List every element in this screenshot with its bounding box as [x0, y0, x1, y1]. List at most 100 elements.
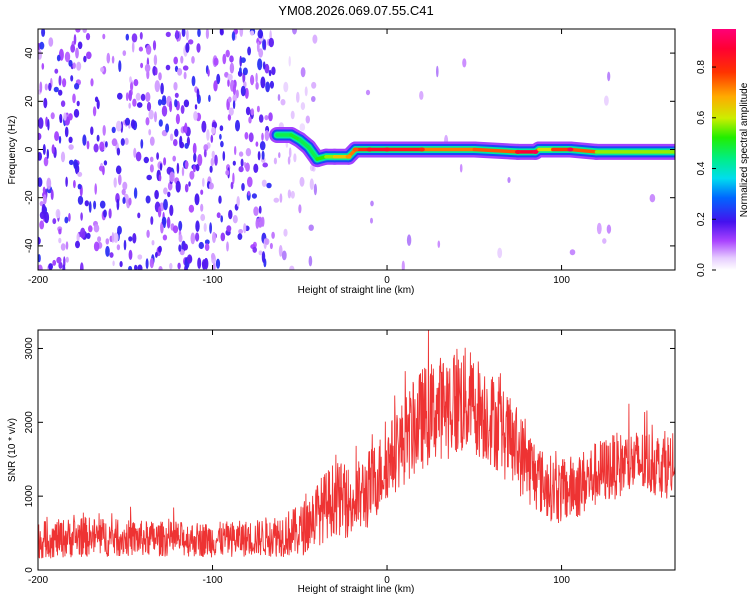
- spectrogram-noise-cell-217: [145, 44, 152, 55]
- spectrogram-noise-cell-334: [137, 212, 141, 219]
- spectrogram-noise-cell-93: [111, 138, 118, 147]
- spectrogram-noise-cell-176: [165, 64, 171, 71]
- spectrogram-noise-cell-182: [58, 75, 62, 86]
- spectrogram-noise-cell-532: [109, 252, 114, 258]
- spectrogram-noise-cell-122: [226, 241, 229, 252]
- spectrogram-noise-cell-86: [158, 119, 163, 127]
- spectrogram-noise-cell-351: [125, 33, 129, 41]
- spectrogram-noise-cell-209: [64, 126, 69, 138]
- spectrogram-noise-cell-43: [264, 115, 269, 121]
- snr-y-tick-label-1: 1000: [24, 485, 35, 508]
- spectrogram-noise-cell-329: [228, 209, 233, 220]
- spectrogram-noise-cell-394: [38, 236, 41, 245]
- spectrogram-noise-cell-355: [52, 259, 57, 266]
- spectrogram-noise-cell-185: [300, 67, 306, 78]
- spectrogram-noise-cell-515: [169, 204, 174, 217]
- snr-x-axis-label: Height of straight line (km): [298, 584, 415, 595]
- spectrogram-noise-cell-273: [105, 245, 110, 257]
- spectrogram-noise-cell-420: [60, 243, 66, 251]
- spectrogram-noise-cell-163: [154, 80, 160, 93]
- spectrogram-noise-cell-295: [261, 179, 267, 187]
- spectrogram-noise-cell-325: [68, 144, 74, 150]
- spectrogram-noise-cell-548: [38, 152, 42, 161]
- spectrogram-noise-cell-231: [309, 178, 314, 190]
- spectrogram-noise-cell-616: [290, 110, 295, 120]
- spectrogram-noise-cell-469: [44, 83, 48, 91]
- spectrogram-noise-cell-393: [287, 189, 292, 199]
- spectrogram-noise-cell-172: [231, 31, 236, 41]
- spectrogram-noise-cell-118: [58, 261, 63, 269]
- spectrogram-noise-cell-31: [122, 181, 128, 191]
- colorbar-tick-label-4: 0.8: [696, 60, 707, 74]
- spectrogram-noise-cell-282: [94, 183, 97, 195]
- spectrogram-noise-cell-445: [51, 144, 55, 155]
- spectrogram-noise-cell-300: [177, 262, 181, 270]
- spectrogram-noise-cell-120: [41, 29, 46, 37]
- spectrogram-noise-cell-157: [100, 67, 105, 73]
- spectrogram-noise-cell-349: [140, 93, 146, 101]
- spectrogram-noise-cell-315: [172, 225, 179, 234]
- spectrogram-noise-cell-188: [189, 170, 195, 180]
- spectrogram-noise-cell-509: [211, 126, 216, 135]
- colorbar-label: Normalized spectral amplitude: [739, 82, 750, 217]
- spectrogram-noise-cell-402: [193, 153, 197, 163]
- ridge-core-12: [472, 147, 520, 154]
- spectrogram-noise-cell-201: [235, 119, 240, 132]
- spectrogram-noise-cell-364: [124, 137, 129, 145]
- spectrogram-noise-cell-213: [145, 258, 149, 270]
- spectrogram-noise-cell-544: [257, 29, 264, 39]
- spectrogram-noise-cell-482: [184, 160, 189, 170]
- spectrogram-noise-cell-101: [113, 177, 117, 188]
- spectrogram-noise-cell-617: [149, 164, 154, 173]
- spectrogram-noise-cell-423: [146, 174, 152, 181]
- spectrogram-noise-cell-352: [253, 206, 259, 216]
- spectrogram-noise-cell-356: [115, 120, 122, 132]
- spectrogram-noise-cell-510: [213, 57, 219, 66]
- spectrogram-noise-cell-83: [250, 74, 255, 86]
- ridge-core-3: [306, 145, 319, 161]
- spectrogram-noise-cell-499: [144, 63, 151, 73]
- spectrogram-noise-cell-363: [136, 102, 143, 108]
- spectrogram-noise-cell-599: [419, 90, 424, 100]
- spectrogram-noise-cell-374: [64, 216, 69, 224]
- snr-x-tick-label-1: -100: [203, 575, 223, 586]
- spectrogram-noise-cell-61: [161, 105, 168, 117]
- spectrogram-noise-cell-608: [261, 216, 265, 227]
- spectrogram-noise-cell-524: [65, 176, 68, 187]
- spectrogram-noise-cell-128: [158, 72, 162, 81]
- spectrogram-noise-cell-406: [215, 258, 221, 269]
- spectrogram-noise-cell-525: [39, 81, 43, 93]
- spectrogram-noise-cell-597: [128, 90, 132, 102]
- spectrogram-noise-cell-501: [208, 182, 214, 190]
- spectrogram-noise-cell-502: [226, 225, 232, 233]
- spectrogram-noise-cell-575: [131, 41, 135, 53]
- spectrogram-noise-cell-611: [153, 54, 158, 66]
- spectrogram-noise-cell-539: [63, 112, 67, 121]
- spectrogram-noise-cell-421: [148, 129, 152, 136]
- spectrogram-noise-cell-588: [299, 123, 306, 132]
- spectrogram-noise-cell-340: [188, 39, 194, 45]
- spectrogram-noise-cell-372: [313, 183, 317, 196]
- spectrogram-noise-cell-285: [68, 59, 73, 67]
- spectrogram-noise-cell-268: [117, 225, 122, 235]
- spectrogram-noise-cell-366: [277, 94, 281, 101]
- spectrogram-noise-cell-59: [278, 152, 281, 159]
- spectrogram-noise-cell-266: [190, 232, 196, 245]
- snr-x-tick-label-3: 100: [553, 575, 570, 586]
- spectrogram-noise-cell-124: [86, 140, 90, 150]
- spectrogram-noise-cell-451: [191, 75, 196, 87]
- spectrogram-y-tick-label-4: 40: [24, 47, 35, 59]
- spectrogram-noise-cell-587: [255, 141, 259, 147]
- spectrogram-noise-cell-308: [242, 67, 248, 76]
- spectrogram-noise-cell-310: [183, 243, 188, 251]
- spectrogram-noise-cell-417: [211, 252, 215, 260]
- spectrogram-noise-cell-457: [112, 260, 115, 267]
- spectrogram-noise-cell-382: [83, 55, 87, 63]
- snr-y-tick-label-2: 2000: [24, 411, 35, 434]
- spectrogram-noise-cell-69: [241, 183, 245, 191]
- spectrogram-noise-cell-556: [149, 156, 154, 162]
- spectrogram-noise-cell-79: [138, 46, 143, 52]
- spectrogram-noise-cell-596: [77, 171, 83, 177]
- spectrogram-noise-cell-441: [209, 165, 213, 173]
- spectrogram-noise-cell-296: [201, 120, 207, 133]
